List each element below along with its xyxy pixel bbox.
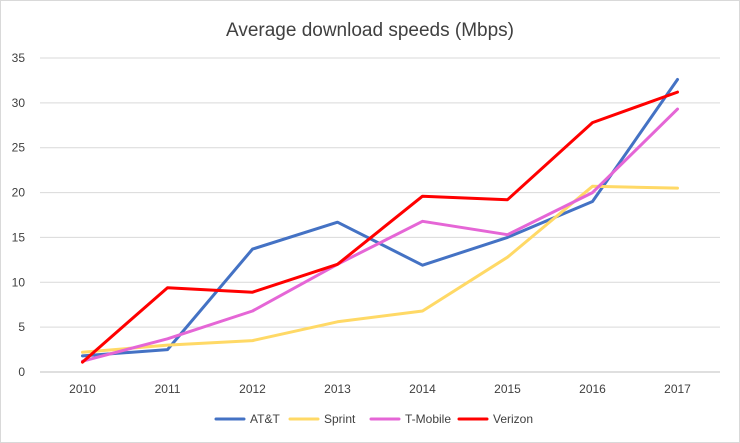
y-tick-label: 15 [12,230,26,244]
x-tick-label: 2012 [239,382,266,396]
series-line-verizon [81,90,679,364]
gridlines [40,57,720,373]
x-tick-label: 2011 [155,382,181,396]
x-tick-label: 2016 [579,382,606,396]
x-tick-label: 2013 [324,382,351,396]
legend-label: Sprint [324,412,356,426]
legend-label: Verizon [493,412,533,426]
y-tick-label: 5 [18,320,25,334]
series-lines [81,78,679,364]
x-tick-label: 2015 [494,382,521,396]
y-tick-label: 25 [12,141,26,155]
chart-title: Average download speeds (Mbps) [226,20,514,41]
legend-label: T-Mobile [405,412,451,426]
y-tick-label: 30 [12,96,26,110]
x-tick-label: 2014 [409,382,436,396]
x-axis-ticks: 2010 2011 2012 2013 2014 2015 2016 2017 [69,382,691,396]
legend-label: AT&T [250,412,280,426]
y-tick-label: 35 [12,51,26,65]
x-tick-label: 2010 [69,382,96,396]
y-tick-label: 10 [12,275,26,289]
y-axis-ticks: 0 5 10 15 20 25 30 35 [12,51,26,379]
legend: AT&T Sprint T-Mobile Verizon [214,412,533,426]
series-line-at-t [81,78,679,358]
y-tick-label: 20 [12,186,26,200]
x-tick-label: 2017 [664,382,691,396]
y-tick-label: 0 [18,365,25,379]
series-line-t-mobile [81,107,679,363]
